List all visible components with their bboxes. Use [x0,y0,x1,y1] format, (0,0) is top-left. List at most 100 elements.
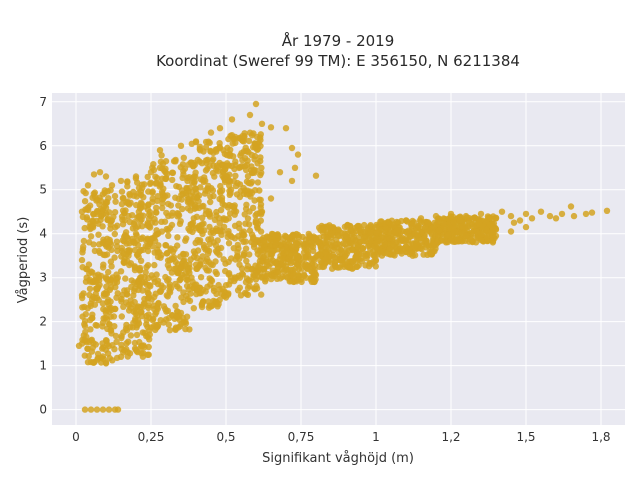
dense-point [107,327,115,334]
dense-point [358,258,365,265]
dense-point [178,196,185,203]
data-point [546,212,554,220]
dense-point [162,242,169,249]
dense-point [260,237,267,245]
dense-point [113,338,120,345]
dense-point [240,138,247,145]
dense-point [219,200,226,208]
data-point [570,212,578,220]
dense-point [206,275,213,282]
dense-point [118,188,126,195]
dense-point [236,193,244,201]
dense-point [133,232,140,239]
dense-point [287,260,295,267]
dense-point [95,247,103,255]
data-point [387,221,395,229]
dense-point [343,244,351,252]
dense-point [485,214,492,221]
dense-point [196,261,204,269]
dense-point [118,244,126,252]
dense-point [243,275,251,282]
dense-point [201,227,208,234]
dense-point [82,328,89,336]
dense-point [316,263,323,270]
dense-point [96,241,103,248]
dense-point [111,305,119,313]
dense-point [131,339,139,347]
dense-point [224,144,231,151]
dense-point [257,142,264,150]
dense-point [134,303,142,310]
dense-point [153,204,160,211]
dense-point [257,228,265,235]
dense-point [324,236,331,244]
dense-point [149,188,156,195]
dense-point [158,218,165,225]
dense-point [483,226,490,234]
data-point [507,212,515,220]
data-point [276,169,284,176]
dense-point [124,247,131,255]
dense-point [187,200,194,208]
dense-point [136,205,144,212]
dense-point [308,268,315,275]
dense-point [236,255,243,262]
dense-point [121,347,128,354]
dense-point [159,204,166,212]
data-point [156,164,164,171]
data-point [84,182,92,189]
dense-point [101,189,108,197]
dense-point [373,244,380,252]
dense-point [190,284,198,292]
dense-point [188,220,196,228]
dense-point [183,235,190,242]
dense-point [442,239,450,246]
x-axis-title: Signifikant våghöjd (m) [262,451,414,466]
dense-point [302,261,309,268]
dense-point [165,232,172,239]
dense-point [279,255,286,263]
dense-point [380,248,387,255]
dense-point [180,154,187,161]
dense-point [225,258,232,266]
dense-point [146,180,154,187]
dense-point [190,194,198,201]
dense-point [254,179,262,186]
data-point [78,256,86,264]
dense-point [244,215,252,222]
data-point [552,215,560,222]
dense-point [243,201,250,208]
data-point [498,208,506,215]
dense-point [246,227,254,234]
dense-point [347,227,354,234]
dense-point [134,179,141,186]
data-point [477,210,485,218]
data-point [102,360,110,367]
dense-point [149,195,156,202]
dense-point [112,224,119,231]
dense-point [79,313,86,320]
dense-point [231,211,238,218]
dense-point [80,237,88,245]
data-point [294,151,302,158]
dense-point [387,227,394,235]
dense-point [206,223,213,231]
dense-point [160,185,167,192]
data-point [267,124,275,131]
dense-point [154,277,162,284]
dense-point [144,247,152,255]
dense-point [352,253,359,260]
data-point [117,177,125,185]
data-point [252,217,260,224]
dense-point [107,313,115,320]
dense-point [142,269,149,276]
x-tick-label: 0,75 [288,430,315,444]
data-point [102,173,110,180]
dense-point [153,209,160,216]
dense-point [258,247,266,254]
dense-point [179,314,187,322]
dense-point [133,331,141,339]
dense-point [152,219,159,226]
dense-point [393,218,400,226]
